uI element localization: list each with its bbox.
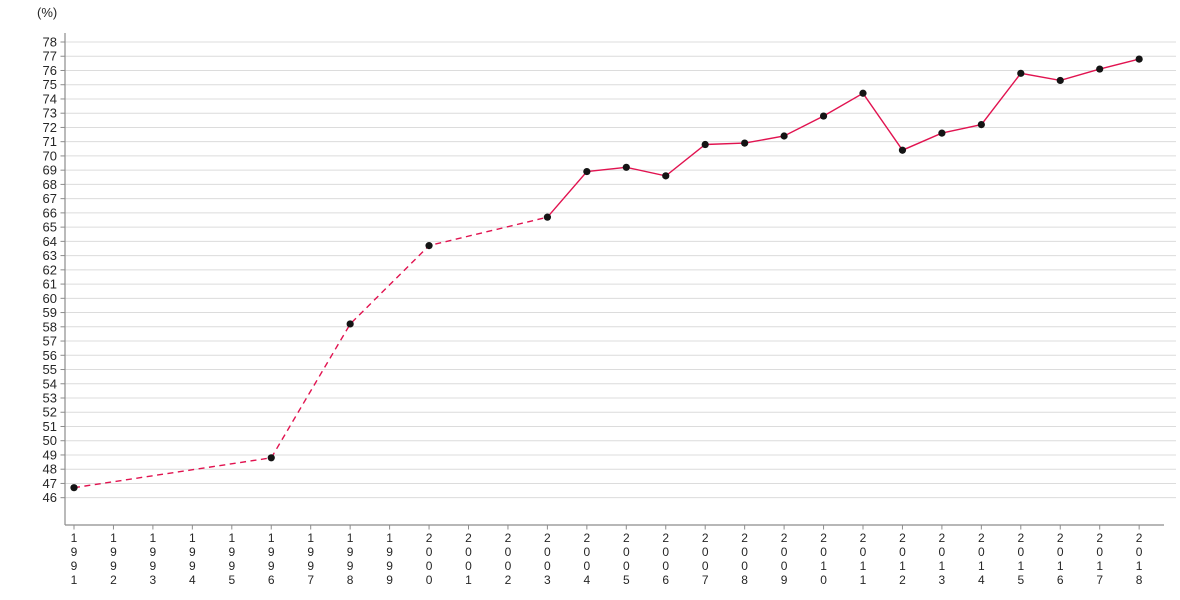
y-tick-label: 63 xyxy=(43,248,57,263)
y-tick-label: 52 xyxy=(43,405,57,420)
y-tick-label: 60 xyxy=(43,291,57,306)
y-tick-label: 69 xyxy=(43,163,57,178)
y-tick-label: 66 xyxy=(43,205,57,220)
y-tick-label: 65 xyxy=(43,220,57,235)
y-tick-label: 59 xyxy=(43,305,57,320)
data-point-marker xyxy=(780,132,788,140)
y-tick-label: 57 xyxy=(43,334,57,349)
data-point-marker xyxy=(1135,55,1143,63)
y-tick-label: 72 xyxy=(43,120,57,135)
data-point-marker xyxy=(898,146,907,154)
data-point-marker xyxy=(701,140,709,149)
y-tick-label: 58 xyxy=(43,319,57,334)
data-point-marker xyxy=(583,167,591,176)
y-tick-label: 51 xyxy=(43,419,57,434)
y-tick-label: 48 xyxy=(43,462,57,477)
data-point-marker xyxy=(543,213,552,221)
data-point-marker xyxy=(977,120,985,129)
y-tick-label: 47 xyxy=(43,476,57,491)
y-tick-label: 61 xyxy=(43,277,57,292)
y-tick-label: 74 xyxy=(43,91,57,106)
y-tick-label: 71 xyxy=(43,134,57,149)
y-axis-unit-label: (%) xyxy=(37,5,58,20)
y-tick-label: 73 xyxy=(43,106,57,121)
data-point-marker xyxy=(859,89,867,97)
data-point-marker xyxy=(70,484,78,492)
series-line-dashed xyxy=(73,216,548,489)
y-tick-label: 56 xyxy=(43,348,57,363)
data-point-marker xyxy=(425,242,433,250)
y-tick-label: 70 xyxy=(43,148,57,163)
y-tick-label: 53 xyxy=(43,391,57,406)
y-tick-label: 78 xyxy=(43,35,57,50)
data-point-marker xyxy=(938,129,946,137)
data-point-marker xyxy=(346,320,354,328)
series-line-solid xyxy=(546,58,1140,218)
y-tick-label: 50 xyxy=(43,433,57,448)
data-point-marker xyxy=(1017,69,1025,77)
y-tick-label: 46 xyxy=(43,490,57,505)
data-point-marker xyxy=(267,454,275,462)
y-tick-label: 68 xyxy=(43,177,57,192)
y-tick-label: 62 xyxy=(43,262,57,277)
y-tick-label: 55 xyxy=(43,362,57,377)
data-point-marker xyxy=(741,139,749,147)
data-point-marker xyxy=(819,112,828,120)
y-tick-label: 49 xyxy=(43,447,57,462)
y-tick-label: 76 xyxy=(43,63,57,78)
y-tick-label: 75 xyxy=(43,77,57,92)
y-tick-label: 54 xyxy=(43,376,57,391)
data-point-marker xyxy=(1056,76,1064,85)
y-tick-label: 64 xyxy=(43,234,57,249)
y-tick-label: 67 xyxy=(43,191,57,206)
data-point-marker xyxy=(662,172,670,180)
data-point-marker xyxy=(1096,65,1104,73)
y-tick-label: 77 xyxy=(43,49,57,64)
data-point-marker xyxy=(622,163,630,171)
